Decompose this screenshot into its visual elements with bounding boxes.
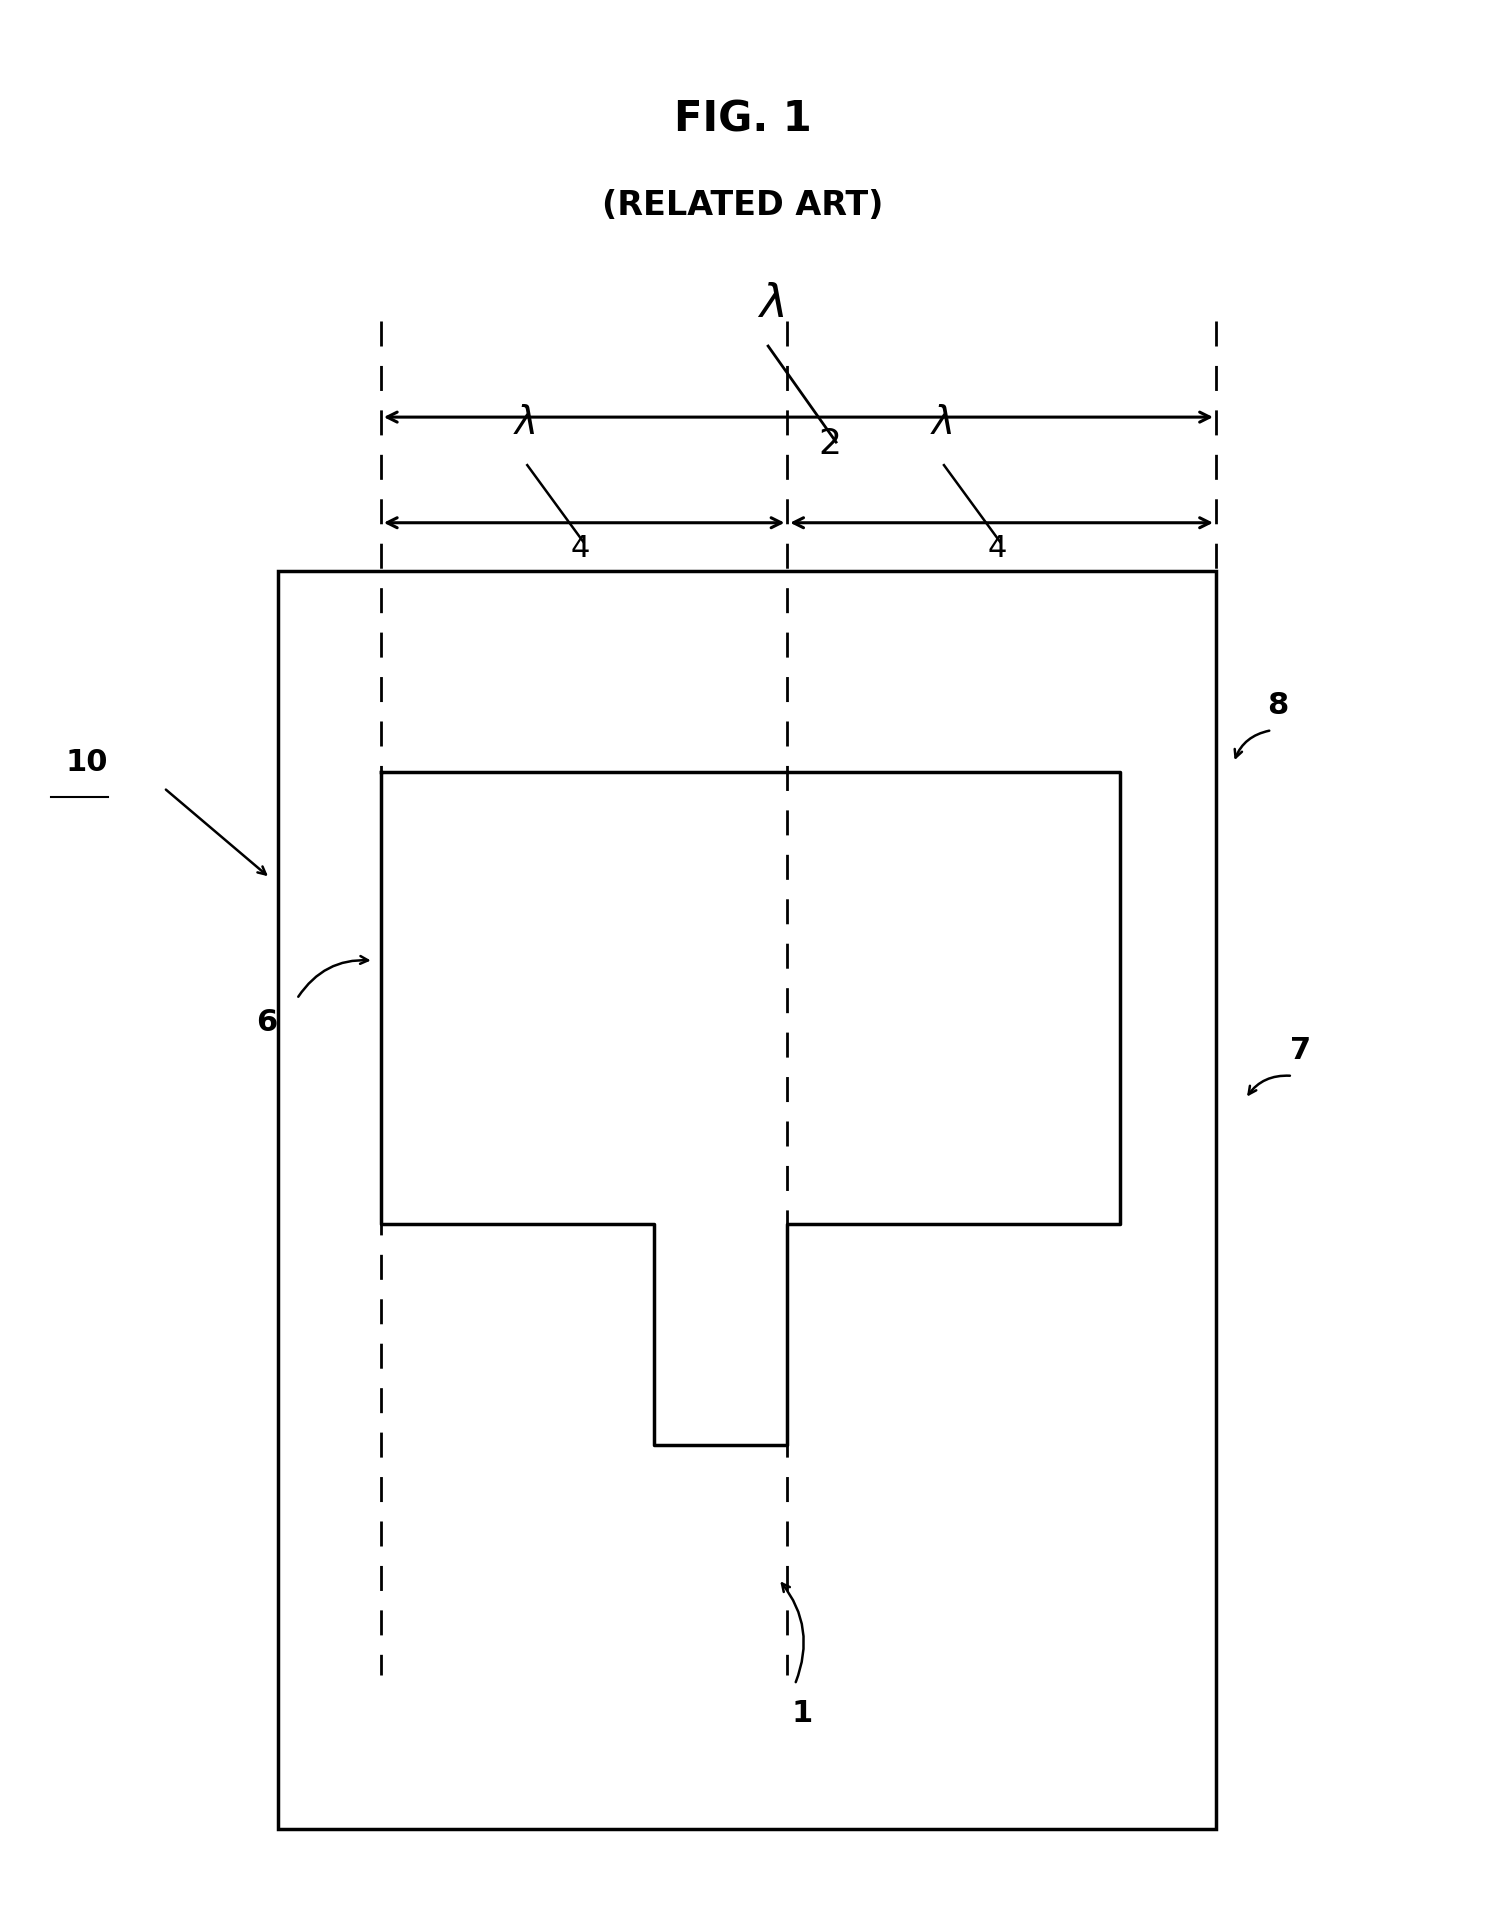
- Text: 8: 8: [1268, 691, 1288, 720]
- Text: 4: 4: [571, 534, 590, 563]
- Text: 1: 1: [792, 1699, 813, 1728]
- Text: (RELATED ART): (RELATED ART): [602, 189, 884, 222]
- Text: 7: 7: [1290, 1036, 1311, 1065]
- Bar: [278, 571, 1216, 1829]
- Text: 6: 6: [257, 1007, 278, 1036]
- Text: 10: 10: [65, 748, 107, 777]
- Text: 2: 2: [819, 426, 841, 461]
- Text: $\lambda$: $\lambda$: [513, 403, 535, 442]
- Text: 4: 4: [988, 534, 1008, 563]
- Text: $\lambda$: $\lambda$: [930, 403, 953, 442]
- Text: $\lambda$: $\lambda$: [758, 282, 785, 326]
- Text: FIG. 1: FIG. 1: [675, 98, 811, 141]
